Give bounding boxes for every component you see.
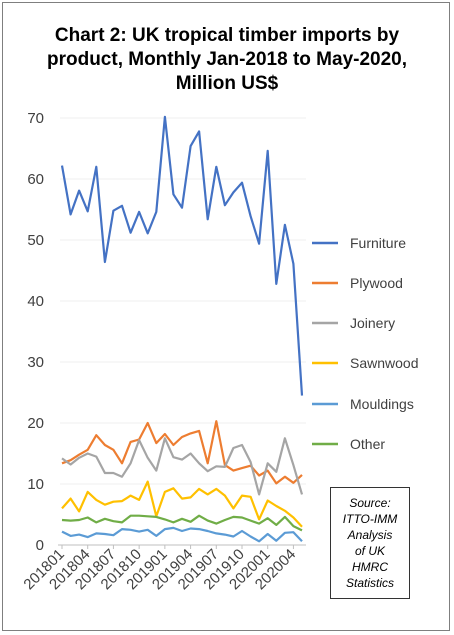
y-tick-label: 70 — [27, 110, 44, 127]
legend-label: Joinery — [350, 315, 395, 331]
series-line-furniture — [60, 115, 304, 396]
legend: Furniture Plywood Joinery Sawnwood Mouldings… — [312, 235, 419, 452]
legend-label: Furniture — [350, 235, 406, 251]
series-line-mouldings — [61, 526, 303, 543]
x-axis: 2018012018042018072018102019012019042019… — [20, 544, 306, 593]
source-line: HMRC — [352, 560, 388, 574]
chart-title-line: product, Monthly Jan-2018 to May-2020, — [46, 49, 408, 70]
chart-title-line: Chart 2: UK tropical timber imports by — [54, 25, 400, 46]
source-line: of UK — [354, 544, 385, 558]
y-tick-label: 30 — [27, 354, 44, 371]
y-tick-label: 50 — [27, 232, 44, 249]
series-line-sawnwood — [61, 480, 303, 528]
source-annotation: Source: ITTO-IMM Analysis of UK HMRC Statisti… — [330, 487, 410, 599]
y-tick-label: 40 — [27, 293, 44, 310]
legend-label: Mouldings — [350, 396, 414, 412]
series-lines — [60, 115, 304, 543]
chart-title-line: Million US$ — [175, 73, 279, 94]
legend-label: Sawnwood — [350, 355, 419, 371]
y-axis: 0 10 20 30 40 50 60 70 — [27, 110, 306, 554]
series-line-plywood — [61, 420, 303, 485]
y-tick-label: 0 — [36, 537, 44, 554]
y-tick-label: 20 — [27, 415, 44, 432]
series-line-joinery — [61, 437, 304, 496]
y-tick-label: 60 — [27, 171, 44, 188]
source-line: ITTO-IMM — [342, 512, 398, 526]
source-line: Source: — [349, 496, 391, 510]
chart-title: Chart 2: UK tropical timber imports by pr… — [0, 24, 454, 96]
source-line: Statistics — [345, 576, 394, 590]
legend-label: Other — [350, 436, 385, 452]
y-tick-label: 10 — [27, 476, 44, 493]
series-line-other — [61, 514, 303, 532]
legend-label: Plywood — [350, 275, 403, 291]
source-line: Analysis — [347, 528, 393, 542]
